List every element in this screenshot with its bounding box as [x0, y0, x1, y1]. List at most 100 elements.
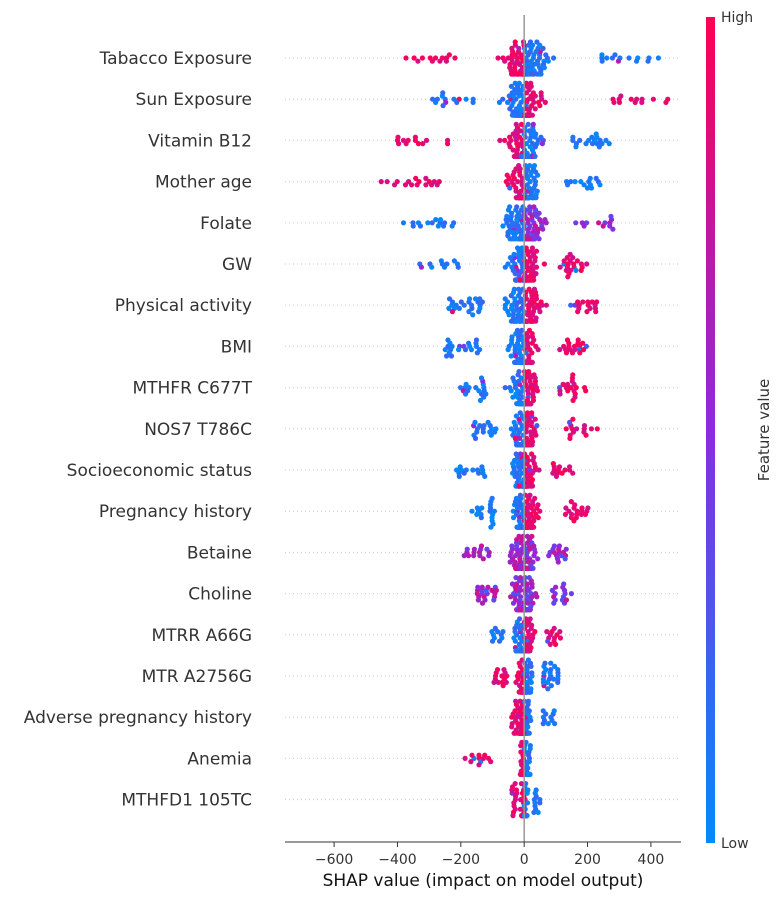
shap-point [542, 99, 548, 105]
shap-point [579, 220, 585, 226]
shap-point [532, 93, 538, 99]
shap-point [514, 245, 521, 251]
shap-point [533, 318, 539, 324]
feature-label: Anemia [187, 749, 252, 769]
shap-point [525, 121, 531, 127]
shap-point [458, 299, 464, 305]
shap-point [531, 204, 537, 210]
shap-point [474, 505, 480, 511]
shap-point [529, 594, 535, 600]
shap-point [514, 327, 521, 333]
shap-point [443, 58, 450, 64]
shap-point [505, 55, 511, 61]
shap-point [532, 236, 538, 242]
shap-point [506, 312, 512, 318]
shap-point [461, 470, 467, 476]
shap-point [524, 771, 530, 778]
feature-label: Adverse pregnancy history [24, 708, 252, 728]
shap-point [573, 426, 580, 432]
shap-point [470, 99, 476, 105]
shap-point [551, 708, 557, 714]
shap-point [495, 679, 501, 686]
shap-point [474, 350, 480, 356]
shap-point [511, 359, 518, 365]
shap-point [579, 505, 585, 511]
shap-point [516, 299, 522, 305]
shap-point [585, 505, 591, 511]
shap-point [544, 629, 550, 635]
shap-point [517, 575, 523, 581]
shap-point [566, 464, 573, 470]
shap-point [529, 350, 535, 356]
shap-point [538, 299, 544, 305]
shap-point [532, 255, 538, 261]
shap-point [513, 787, 520, 793]
shap-point [509, 45, 515, 52]
shap-point [581, 423, 588, 429]
shap-point [466, 296, 473, 302]
shap-point [531, 52, 537, 58]
shap-point [502, 58, 508, 64]
shap-point [433, 217, 439, 223]
shap-point [517, 584, 523, 590]
feature-points-18 [509, 781, 543, 819]
shap-point [513, 451, 519, 457]
shap-point [493, 587, 499, 594]
shap-point [480, 429, 486, 435]
shap-point [427, 55, 433, 61]
shap-point [556, 543, 563, 549]
shap-point [542, 660, 548, 666]
shap-point [568, 591, 575, 597]
shap-point [418, 264, 425, 270]
shap-point [529, 188, 535, 194]
shap-point [581, 182, 587, 188]
shap-point [540, 226, 546, 232]
shap-point [518, 759, 524, 765]
shap-point [525, 96, 532, 102]
shap-point [518, 141, 524, 147]
x-tick-label: −200 [442, 852, 480, 868]
shap-point [584, 185, 591, 191]
shap-point [465, 340, 472, 346]
shap-point [510, 470, 516, 476]
shap-point [465, 553, 472, 559]
shap-point [405, 137, 411, 143]
feature-points-2 [394, 121, 612, 159]
shap-point [600, 223, 606, 229]
shap-point [572, 347, 578, 353]
shap-point [541, 261, 547, 267]
shap-point [519, 55, 525, 61]
shap-point [553, 584, 559, 590]
shap-point [539, 141, 546, 147]
shap-point [513, 565, 519, 572]
shap-point [596, 220, 602, 226]
shap-point [515, 71, 521, 77]
shap-point [524, 581, 530, 587]
shap-point [463, 96, 469, 102]
feature-points-4 [400, 204, 616, 242]
shap-point [663, 99, 669, 105]
shap-point [528, 663, 534, 670]
shap-point [511, 730, 517, 736]
shap-point [499, 679, 505, 686]
shap-point [515, 286, 522, 292]
shap-point [500, 629, 506, 635]
shap-point [527, 204, 533, 210]
shap-point [525, 657, 531, 663]
shap-point [462, 347, 469, 353]
shap-point [618, 93, 624, 99]
shap-point [466, 309, 472, 315]
shap-point [525, 267, 531, 273]
shap-point [551, 600, 557, 606]
shap-point [482, 473, 488, 479]
shap-point [537, 309, 543, 315]
shap-point [497, 137, 503, 143]
feature-points-9 [471, 410, 600, 448]
shap-point [473, 337, 480, 343]
shap-point [527, 616, 533, 622]
shap-point [463, 381, 469, 387]
shap-point [500, 96, 506, 102]
shap-point [528, 717, 534, 724]
shap-point [535, 809, 541, 816]
shap-point [449, 223, 455, 229]
